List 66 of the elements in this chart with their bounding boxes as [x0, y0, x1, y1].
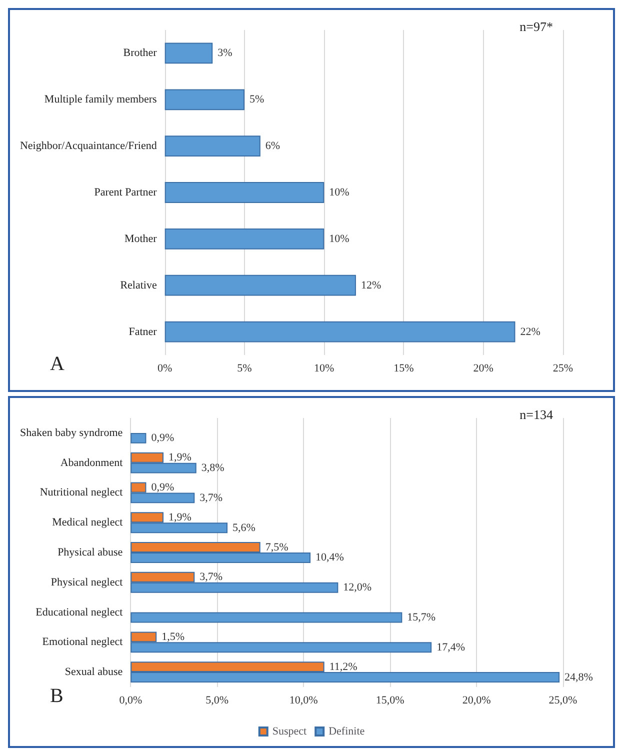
- x-tick-label: 25%: [552, 362, 574, 374]
- y-tick-label: Sexual abuse: [64, 666, 123, 678]
- y-tick-label: Nutritional neglect: [40, 486, 123, 499]
- x-tick-label: 10,0%: [289, 694, 318, 706]
- legend-label: Definite: [328, 726, 365, 738]
- data-label: 1,9%: [168, 452, 192, 464]
- x-tick-label: 15%: [394, 362, 414, 374]
- bar: [164, 228, 324, 250]
- data-label: 12%: [360, 279, 382, 292]
- text: B: [50, 685, 64, 707]
- y-tick-label: Abandonment: [60, 456, 123, 469]
- y-tick-label: Shaken baby syndrome: [20, 426, 123, 439]
- bar: [130, 432, 146, 444]
- text: A: [50, 353, 65, 375]
- x-tick-label: 15,0%: [376, 694, 404, 706]
- data-label: 10%: [329, 186, 350, 198]
- x-tick-label: 0%: [158, 362, 172, 374]
- data-label: 22%: [520, 326, 540, 338]
- y-tick-label: Neighbor/Acquaintance/Friend: [20, 140, 158, 152]
- bar: [164, 274, 356, 296]
- annotation: n=97*: [520, 19, 554, 34]
- data-label: 12,0%: [343, 582, 372, 594]
- data-label: 5%: [249, 94, 264, 106]
- x-tick-label: 0,0%: [119, 694, 142, 706]
- y-tick-label: Medical neglect: [52, 516, 123, 529]
- y-tick-label: Relative: [120, 279, 157, 292]
- data-label: 0,9%: [151, 432, 174, 444]
- y-tick-label: Fatner: [128, 326, 158, 338]
- bar: [164, 182, 324, 203]
- data-label: 7,5%: [265, 541, 288, 554]
- y-tick-label: Emotional neglect: [42, 636, 123, 648]
- data-label: 24,8%: [564, 671, 593, 684]
- bar: [164, 136, 260, 157]
- data-label: 3,8%: [201, 462, 224, 474]
- y-tick-label: Parent Partner: [94, 186, 158, 198]
- bar: [164, 89, 244, 110]
- data-label: 1,9%: [168, 511, 192, 524]
- y-tick-label: Physical abuse: [58, 546, 123, 558]
- x-tick-label: 25,0%: [548, 694, 578, 706]
- bar: [164, 321, 516, 342]
- data-label: 3,7%: [200, 571, 223, 584]
- x-tick-label: 20,0%: [462, 694, 491, 706]
- y-tick-label: Brother: [123, 47, 158, 60]
- data-label: 3%: [218, 47, 232, 60]
- bar: [164, 42, 213, 64]
- y-tick-label: Educational neglect: [36, 606, 123, 618]
- data-label: 10,4%: [316, 552, 344, 564]
- x-tick-label: 10%: [314, 362, 334, 374]
- y-tick-label: Physical neglect: [50, 576, 123, 588]
- data-label: 1,5%: [162, 630, 185, 643]
- annotation: n=134: [520, 407, 554, 422]
- data-label: 0,9%: [151, 481, 174, 494]
- x-tick-label: 5%: [237, 362, 252, 374]
- data-label: 6%: [265, 140, 280, 152]
- bar: [130, 612, 402, 623]
- data-label: 10%: [329, 232, 350, 245]
- data-label: 11,2%: [329, 660, 358, 673]
- data-label: 5,6%: [232, 522, 256, 534]
- data-label: 17,4%: [436, 641, 465, 654]
- x-tick-label: 20%: [473, 362, 494, 374]
- legend-label: Suspect: [272, 726, 307, 738]
- data-label: 15,7%: [407, 612, 436, 624]
- y-tick-label: Mother: [124, 232, 158, 245]
- data-label: 3,7%: [200, 492, 223, 504]
- x-tick-label: 5,0%: [206, 694, 229, 706]
- y-tick-label: Multiple family members: [44, 94, 157, 106]
